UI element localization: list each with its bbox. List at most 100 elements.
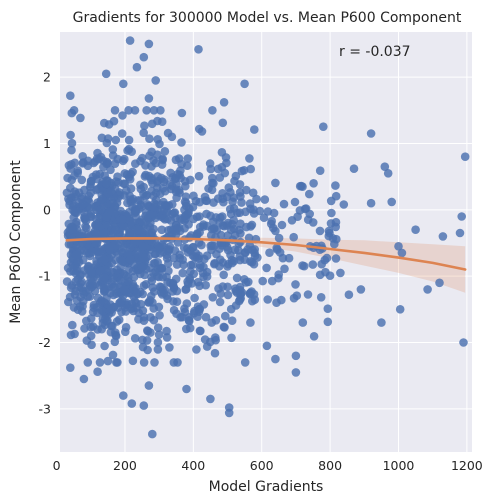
scatter-point	[206, 241, 215, 251]
scatter-point	[64, 297, 73, 307]
scatter-point	[156, 106, 165, 115]
scatter-point	[139, 128, 148, 138]
scatter-point	[68, 225, 77, 234]
scatter-point	[262, 341, 272, 351]
scatter-point	[323, 317, 333, 327]
scatter-point	[366, 198, 376, 208]
scatter-point	[150, 250, 160, 259]
scatter-point	[233, 208, 242, 218]
scatter-point	[111, 135, 121, 145]
scatter-point	[153, 338, 163, 347]
scatter-point	[99, 283, 109, 293]
scatter-point	[438, 232, 448, 241]
scatter-point	[115, 191, 125, 200]
scatter-point	[127, 147, 136, 156]
scatter-point	[88, 307, 98, 317]
scatter-point	[196, 326, 205, 336]
scatter-point	[139, 182, 148, 192]
scatter-point	[326, 196, 336, 206]
scatter-point	[116, 276, 125, 285]
scatter-point	[176, 166, 185, 175]
scatter-point	[242, 185, 251, 195]
scatter-point	[394, 242, 403, 251]
scatter-point	[277, 220, 287, 230]
scatter-point	[206, 231, 216, 240]
scatter-point	[180, 177, 190, 186]
scatter-point	[73, 274, 83, 284]
scatter-point	[188, 260, 198, 269]
scatter-point	[227, 333, 236, 343]
scatter-point	[123, 198, 132, 208]
scatter-point	[331, 181, 340, 190]
scatter-point	[228, 197, 237, 206]
scatter-point	[169, 358, 179, 367]
scatter-point	[460, 152, 470, 161]
scatter-point	[90, 157, 100, 166]
scatter-point	[170, 246, 180, 255]
scatter-point	[189, 269, 199, 279]
scatter-point	[250, 125, 259, 134]
scatter-point	[78, 159, 88, 168]
scatter-point	[118, 215, 127, 224]
scatter-point	[106, 165, 115, 175]
scatter-point	[95, 169, 105, 179]
scatter-point	[211, 316, 221, 325]
scatter-point	[322, 253, 332, 263]
scatter-point	[344, 290, 354, 300]
scatter-point	[166, 168, 175, 178]
scatter-point	[159, 177, 169, 187]
scatter-point	[321, 267, 330, 277]
scatter-point	[105, 245, 114, 255]
scatter-point	[126, 184, 136, 193]
scatter-point	[223, 243, 232, 252]
scatter-point	[224, 259, 233, 269]
scatter-point	[85, 251, 95, 261]
x-axis-label: Model Gradients	[209, 479, 324, 495]
scatter-point	[71, 250, 81, 260]
scatter-point	[155, 282, 165, 292]
scatter-point	[459, 338, 468, 347]
scatter-point	[215, 218, 224, 227]
scatter-point	[66, 91, 75, 100]
scatter-point	[190, 252, 199, 262]
scatter-point	[248, 188, 258, 198]
scatter-point	[305, 189, 314, 199]
scatter-point	[149, 224, 158, 234]
scatter-point	[232, 273, 242, 283]
scatter-point	[210, 258, 219, 268]
scatter-point	[118, 222, 128, 231]
scatter-point	[163, 245, 172, 255]
scatter-point	[194, 45, 203, 54]
scatter-point	[67, 145, 76, 155]
scatter-point	[77, 175, 87, 185]
scatter-point	[111, 177, 121, 186]
scatter-point	[153, 323, 163, 333]
scatter-point	[265, 248, 274, 257]
scatter-point	[62, 277, 72, 286]
scatter-point	[119, 79, 128, 89]
scatter-point	[455, 228, 465, 238]
scatter-points	[62, 36, 470, 439]
scatter-point	[171, 220, 181, 230]
scatter-point	[121, 307, 131, 316]
scatter-point	[83, 358, 93, 367]
scatter-point	[278, 253, 288, 263]
scatter-point	[98, 230, 108, 239]
scatter-point	[100, 118, 109, 128]
scatter-point	[190, 293, 199, 303]
scatter-point	[143, 326, 153, 336]
scatter-point	[143, 345, 152, 355]
scatter-point	[142, 106, 151, 115]
scatter-point	[298, 182, 307, 191]
scatter-point	[73, 264, 82, 273]
scatter-point	[179, 243, 189, 252]
scatter-point	[132, 62, 142, 72]
scatter-point	[170, 208, 180, 217]
scatter-point	[209, 224, 218, 233]
x-tick-label: 200	[113, 458, 137, 473]
scatter-point	[198, 268, 208, 278]
ci-band	[66, 233, 466, 293]
scatter-point	[209, 198, 218, 207]
scatter-point	[140, 121, 149, 130]
scatter-point	[103, 316, 112, 325]
